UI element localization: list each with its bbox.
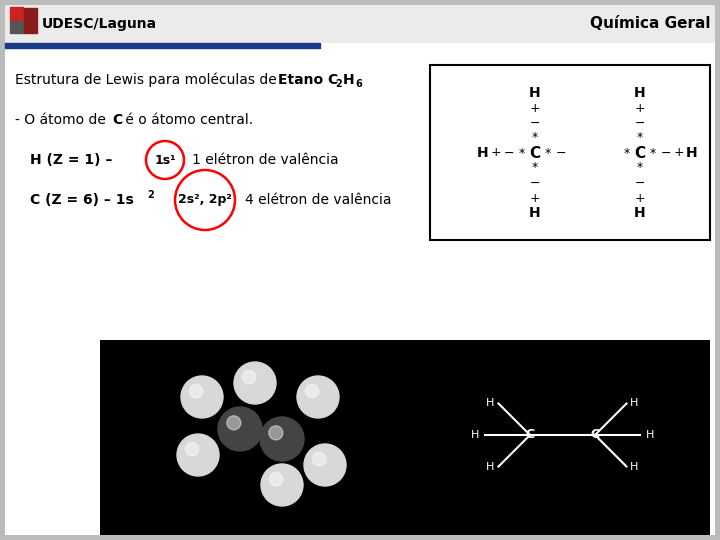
Text: +: + <box>674 146 684 159</box>
Bar <box>5 43 320 48</box>
Circle shape <box>261 464 303 506</box>
Text: H: H <box>529 86 541 100</box>
Bar <box>24 8 37 33</box>
Circle shape <box>304 444 346 486</box>
Text: 2s², 2p²: 2s², 2p² <box>178 193 232 206</box>
Circle shape <box>181 376 223 418</box>
Circle shape <box>177 434 219 476</box>
Circle shape <box>269 472 283 486</box>
FancyBboxPatch shape <box>100 340 710 535</box>
Circle shape <box>243 370 256 384</box>
Circle shape <box>218 407 262 451</box>
Text: Química Geral: Química Geral <box>590 17 710 31</box>
Circle shape <box>312 453 326 466</box>
Text: *: * <box>532 132 538 145</box>
Text: *: * <box>519 146 525 159</box>
Text: H: H <box>486 462 495 471</box>
Text: Etano C: Etano C <box>278 73 338 87</box>
Text: C: C <box>526 429 534 442</box>
Text: +: + <box>491 146 501 159</box>
Text: *: * <box>624 146 630 159</box>
Text: H: H <box>646 430 654 440</box>
FancyBboxPatch shape <box>5 5 715 43</box>
Text: *: * <box>650 146 656 159</box>
Text: −: − <box>504 146 514 159</box>
Circle shape <box>297 376 339 418</box>
Text: 2: 2 <box>335 79 342 89</box>
Text: −: − <box>530 177 540 190</box>
Text: H: H <box>529 206 541 220</box>
Text: 4 elétron de valência: 4 elétron de valência <box>245 193 392 207</box>
Text: H: H <box>486 399 495 408</box>
Text: C (Z = 6) – 1s: C (Z = 6) – 1s <box>30 193 134 207</box>
Text: *: * <box>532 161 538 174</box>
Text: H: H <box>471 430 480 440</box>
Text: −: − <box>661 146 671 159</box>
Text: *: * <box>545 146 551 159</box>
Circle shape <box>305 384 319 398</box>
FancyBboxPatch shape <box>5 5 715 535</box>
FancyBboxPatch shape <box>430 65 710 240</box>
Text: −: − <box>635 117 645 130</box>
Text: H: H <box>477 146 489 160</box>
Circle shape <box>227 416 241 430</box>
Circle shape <box>186 442 199 456</box>
Text: 6: 6 <box>355 79 361 89</box>
Text: +: + <box>635 192 645 205</box>
Text: UDESC/Laguna: UDESC/Laguna <box>42 17 157 31</box>
Text: H: H <box>630 399 639 408</box>
Text: −: − <box>530 117 540 130</box>
Text: *: * <box>637 161 643 174</box>
Circle shape <box>234 362 276 404</box>
Text: C: C <box>590 429 600 442</box>
Text: C: C <box>529 145 541 160</box>
Circle shape <box>260 417 304 461</box>
Text: - O átomo de: - O átomo de <box>15 113 110 127</box>
Text: Estrutura de Lewis para moléculas de: Estrutura de Lewis para moléculas de <box>15 73 281 87</box>
Text: H: H <box>630 462 639 471</box>
Text: H: H <box>343 73 355 87</box>
Text: é o átomo central.: é o átomo central. <box>121 113 253 127</box>
Text: H: H <box>634 86 646 100</box>
Text: H (Z = 1) –: H (Z = 1) – <box>30 153 117 167</box>
Text: C: C <box>634 145 646 160</box>
Text: +: + <box>635 102 645 114</box>
Circle shape <box>269 426 283 440</box>
Text: 1 elétron de valência: 1 elétron de valência <box>192 153 338 167</box>
Text: H: H <box>634 206 646 220</box>
Text: +: + <box>530 192 540 205</box>
Text: H: H <box>686 146 698 160</box>
Bar <box>10 21 23 33</box>
Text: 1s¹: 1s¹ <box>154 153 176 166</box>
Text: *: * <box>637 132 643 145</box>
Text: +: + <box>530 102 540 114</box>
Circle shape <box>189 384 203 398</box>
Text: C: C <box>112 113 122 127</box>
Text: 2: 2 <box>147 190 154 200</box>
Text: −: − <box>556 146 566 159</box>
Text: −: − <box>635 177 645 190</box>
Bar <box>10 7 23 20</box>
